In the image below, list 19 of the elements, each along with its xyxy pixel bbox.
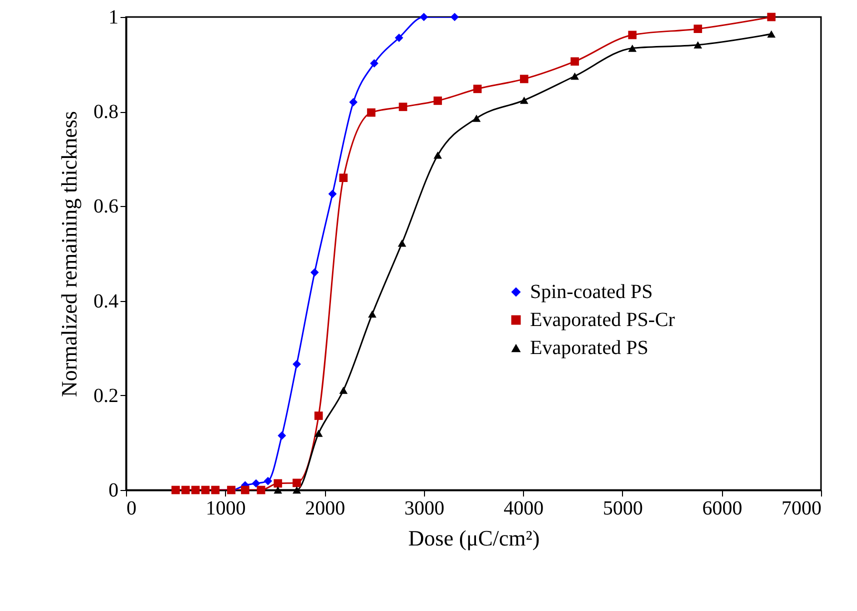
y-tick-label: 0.2 [94,384,118,407]
x-tick-label: 2000 [305,498,346,520]
y-tick-label: 0.4 [94,290,118,312]
x-tick-label: 5000 [602,498,643,520]
legend-label: Evaporated PS-Cr [530,309,676,331]
x-tick-label: 3000 [404,498,444,520]
y-tick-label: 0.8 [94,101,118,124]
y-tick-label: 0.6 [94,196,118,218]
legend-label: Evaporated PS [530,337,648,359]
y-tick-label: 1 [108,6,118,28]
x-tick-label: 1000 [206,498,246,520]
x-tick-label: 6000 [702,498,742,520]
y-axis-title: Normalized remaining thickness [56,111,82,397]
y-tick-label: 0 [108,480,118,502]
x-tick-label: 7000 [782,498,822,520]
legend-label: Spin-coated PS [530,281,653,303]
x-axis-title: Dose (μC/cm²) [408,526,540,550]
x-tick-label: 0 [126,498,136,520]
x-tick-label: 4000 [504,498,544,520]
